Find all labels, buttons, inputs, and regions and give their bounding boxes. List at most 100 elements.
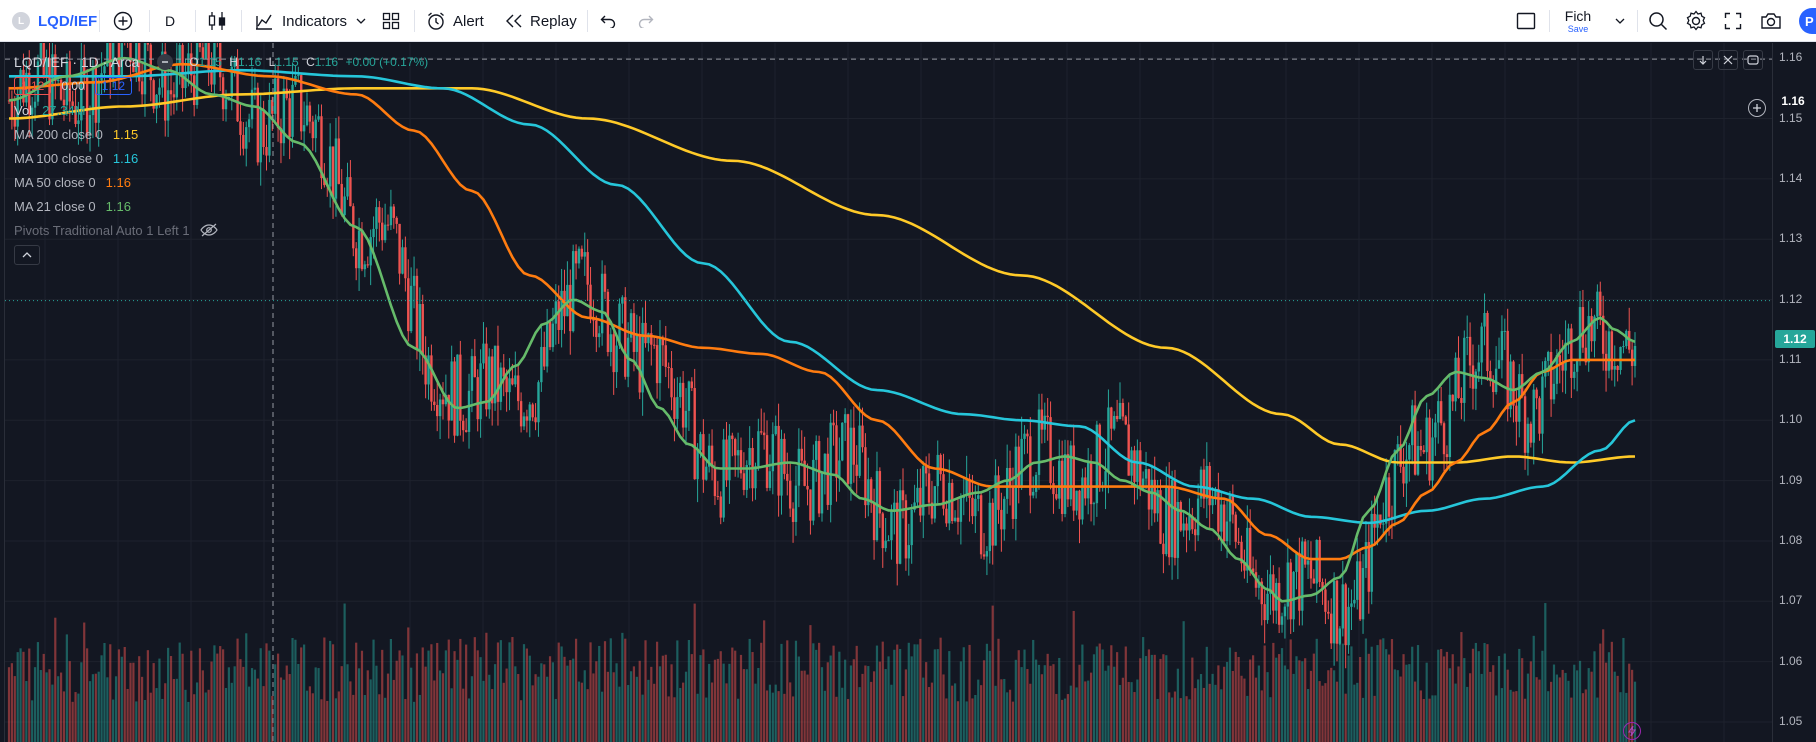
candle-body: [841, 422, 844, 461]
layout-dropdown-button[interactable]: [1614, 0, 1626, 42]
volume-bar: [577, 681, 581, 742]
volume-bar: [175, 678, 178, 742]
lightning-alert-icon[interactable]: [1623, 722, 1641, 740]
candle-body: [1115, 415, 1119, 420]
legend-minimize-button[interactable]: [157, 54, 174, 70]
volume-bar: [1017, 650, 1020, 742]
fullscreen-button[interactable]: [1724, 0, 1742, 42]
candle-body: [786, 473, 789, 481]
volume-bar: [268, 650, 271, 742]
indicators-button[interactable]: Indicators: [254, 0, 347, 42]
volume-bar: [1526, 673, 1530, 742]
redo-button[interactable]: [638, 0, 654, 42]
volume-bar: [51, 684, 54, 742]
volume-bar: [893, 649, 896, 742]
volume-bar: [1211, 673, 1214, 742]
chart-type-button[interactable]: [207, 0, 227, 42]
legend-title[interactable]: LQD/IEF · 1D · Arca: [14, 54, 140, 70]
ma200-indicator-row[interactable]: MA 200 close 0 1.15: [14, 122, 432, 146]
candle-body: [1234, 514, 1237, 542]
volume-indicator-row[interactable]: Vol 27.34M: [14, 98, 432, 122]
ma21-indicator-row[interactable]: MA 21 close 0 1.16: [14, 194, 432, 218]
volume-bar: [378, 694, 381, 742]
candle-body: [762, 432, 766, 436]
candle-body: [1408, 445, 1411, 460]
candle-body: [236, 58, 239, 122]
replay-label: Replay: [530, 12, 577, 30]
price-axis[interactable]: 1.16 1.15 1.14 1.13 1.12 1.11 1.10 1.09 1.08 1.07…: [1772, 43, 1816, 742]
candle-body: [1324, 589, 1327, 612]
ma100-indicator-row[interactable]: MA 100 close 0 1.16: [14, 146, 432, 170]
volume-bar: [294, 639, 297, 742]
price-tick-label: 1.07: [1779, 593, 1803, 608]
candle-body: [528, 404, 531, 421]
alert-button[interactable]: Alert: [426, 0, 484, 42]
candle-body: [739, 450, 743, 474]
volume-bar: [1437, 649, 1440, 742]
interval-button[interactable]: D: [165, 13, 176, 29]
candle-body: [369, 237, 372, 266]
settings-button[interactable]: [1685, 0, 1707, 42]
indicators-dropdown-button[interactable]: [355, 0, 367, 42]
candle-body: [1593, 316, 1596, 342]
volume-value: 27.34M: [42, 102, 86, 118]
candle-body: [699, 434, 702, 451]
candle-body: [612, 334, 615, 373]
buy-price-button[interactable]: 1.12: [94, 77, 133, 95]
candle-body: [543, 346, 546, 367]
volume-bar: [152, 663, 155, 742]
volume-bar: [1124, 646, 1127, 742]
volume-bar: [1324, 683, 1327, 742]
candle-body: [158, 87, 161, 95]
candle-body: [890, 511, 893, 541]
sell-price-button[interactable]: 1.12: [14, 77, 52, 95]
volume-bar: [499, 640, 502, 742]
symbol-search-button[interactable]: L LQD/IEF: [12, 0, 97, 42]
compare-add-button[interactable]: [113, 0, 133, 42]
candle-body: [991, 502, 994, 546]
save-layout-button[interactable]: Fich Save: [1563, 0, 1593, 42]
chevron-up-icon: [22, 252, 32, 258]
eye-hidden-icon[interactable]: [199, 223, 218, 237]
candle-body: [1170, 480, 1174, 558]
volume-bar: [230, 682, 233, 742]
profile-button[interactable]: P: [1799, 8, 1816, 34]
templates-button[interactable]: [382, 0, 400, 42]
volume-bar: [479, 657, 482, 742]
volume-bar: [224, 687, 228, 742]
volume-bar: [1602, 629, 1605, 742]
candle-body: [88, 115, 92, 136]
pane-maximize-button[interactable]: [1743, 50, 1763, 70]
candle-body: [1567, 328, 1570, 343]
candle-body: [745, 465, 748, 490]
volume-bar: [366, 670, 369, 742]
pane-collapse-button[interactable]: [1718, 50, 1738, 70]
candle-body: [1361, 567, 1365, 620]
volume-bar: [158, 658, 161, 742]
pane-move-down-button[interactable]: [1693, 50, 1713, 70]
volume-bar: [106, 677, 109, 742]
pivots-indicator-row[interactable]: Pivots Traditional Auto 1 Left 1: [14, 218, 432, 242]
volume-bar: [959, 661, 962, 742]
add-alert-crosshair-button[interactable]: [1748, 99, 1766, 117]
volume-bar: [392, 679, 395, 742]
replay-button[interactable]: Replay: [505, 0, 577, 42]
volume-bar: [632, 666, 636, 742]
chart-canvas[interactable]: [5, 43, 1773, 742]
volume-bar: [184, 689, 187, 742]
search-button[interactable]: [1648, 0, 1668, 42]
undo-button[interactable]: [600, 0, 616, 42]
candle-body: [242, 134, 245, 149]
candle-body: [1509, 361, 1512, 410]
candle-body: [381, 222, 384, 241]
ma50-indicator-row[interactable]: MA 50 close 0 1.16: [14, 170, 432, 194]
volume-bar: [609, 638, 612, 742]
volume-bar: [1327, 670, 1330, 742]
snapshot-button[interactable]: [1760, 0, 1782, 42]
legend-collapse-button[interactable]: [14, 245, 40, 265]
layout-select-button[interactable]: [1516, 0, 1536, 42]
chart-pane[interactable]: [4, 43, 1773, 742]
candle-body: [378, 207, 381, 223]
volume-bar: [1275, 657, 1278, 742]
candle-body: [435, 405, 439, 417]
